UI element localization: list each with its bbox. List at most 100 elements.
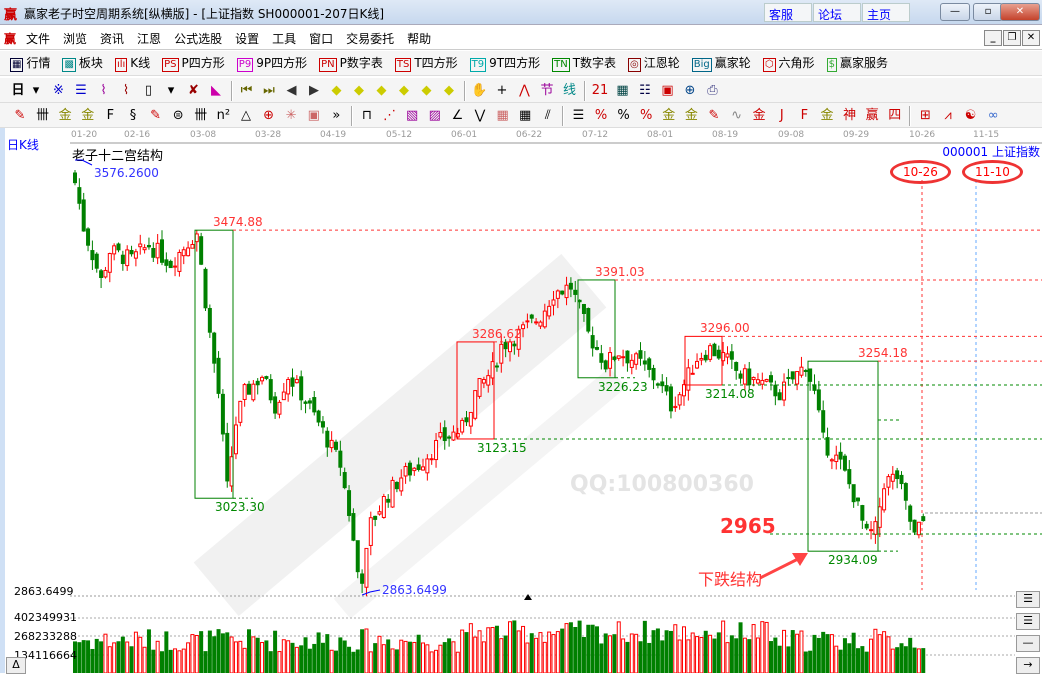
move-right-icon[interactable]: ◆: [354, 83, 364, 98]
forum-button[interactable]: 论坛: [813, 3, 861, 22]
infinity-icon[interactable]: ∞: [987, 108, 999, 123]
toolbar-button-quote-table[interactable]: ▦ 行情: [10, 54, 50, 72]
save-icon[interactable]: ▣: [661, 83, 674, 98]
menu-item-6[interactable]: 工具: [272, 32, 297, 46]
percent2-icon[interactable]: %: [640, 108, 653, 123]
line-tool-icon[interactable]: ⋀: [519, 83, 530, 98]
angle-icon[interactable]: ∠: [451, 108, 464, 123]
prev-icon[interactable]: ◀: [286, 83, 297, 98]
side-button-1[interactable]: ☰: [1016, 591, 1040, 608]
j-angle-icon[interactable]: J: [779, 108, 784, 123]
notes-icon[interactable]: ☰: [75, 83, 87, 98]
side-button-2[interactable]: ☰: [1016, 613, 1040, 630]
mdi-close-button[interactable]: ✕: [1022, 30, 1040, 46]
f-angle-icon[interactable]: F: [800, 108, 809, 123]
chart-line-icon[interactable]: ⩘: [944, 108, 952, 123]
network-icon[interactable]: ⊕: [684, 83, 696, 98]
toolbar-button-sector[interactable]: ▩ 板块: [62, 54, 103, 72]
ying-icon[interactable]: 赢: [865, 108, 879, 123]
menu-item-7[interactable]: 窗口: [309, 32, 334, 46]
candle-type-icon[interactable]: ▯: [144, 83, 153, 98]
next-icon[interactable]: ▶: [309, 83, 319, 98]
close-button[interactable]: ✕: [1000, 3, 1040, 21]
crosshair-icon[interactable]: +: [496, 83, 508, 98]
flag-icon[interactable]: ◣: [211, 83, 221, 98]
wave3-icon[interactable]: ⌇: [100, 83, 107, 98]
n2-icon[interactable]: n²: [216, 108, 231, 123]
minimize-button[interactable]: —: [940, 3, 970, 21]
percent-line-icon[interactable]: %: [594, 108, 608, 123]
dropdown-icon[interactable]: ▾: [167, 83, 175, 98]
mdi-minimize-button[interactable]: _: [984, 30, 1002, 46]
zoom-out-icon[interactable]: ◆: [444, 83, 454, 98]
pen-icon[interactable]: ✎: [14, 108, 26, 123]
yinyang-icon[interactable]: ☯: [964, 108, 977, 123]
move-left-icon[interactable]: ◆: [331, 83, 342, 98]
gold-icon[interactable]: 金: [58, 108, 72, 123]
toolbar-button-gann-wheel[interactable]: ◎ 江恩轮: [628, 54, 680, 72]
marker-icon[interactable]: ✎: [150, 108, 162, 123]
square-fan-icon[interactable]: ▨: [428, 108, 441, 123]
section-icon[interactable]: 节: [540, 83, 554, 98]
menu-item-5[interactable]: 设置: [235, 32, 260, 46]
menu-item-0[interactable]: 文件: [26, 32, 51, 46]
web-icon[interactable]: ✳: [285, 108, 297, 123]
percent-icon[interactable]: %: [617, 108, 630, 123]
zoom-in-icon[interactable]: ◆: [421, 83, 432, 98]
gold-red-icon[interactable]: 金: [752, 108, 766, 123]
sine-icon[interactable]: ∿: [731, 108, 743, 123]
gold-angle-icon[interactable]: 金: [820, 108, 834, 123]
grid-fan-icon[interactable]: ▧: [406, 108, 419, 123]
menu-item-9[interactable]: 帮助: [407, 32, 432, 46]
fan-icon[interactable]: ⋰: [383, 108, 397, 123]
mdi-restore-button[interactable]: ❐: [1003, 30, 1021, 46]
calendar-icon[interactable]: 21: [591, 83, 609, 98]
toolbar-button-t9[interactable]: T9 9T四方形: [469, 54, 540, 72]
toolbar-button-hexagon[interactable]: ⬡ 六角形: [762, 54, 815, 72]
wave9-icon[interactable]: ⌇: [122, 83, 130, 98]
wave-icon[interactable]: ⋁: [474, 108, 486, 123]
chart-area[interactable]: [0, 128, 1042, 673]
menu-item-4[interactable]: 公式选股: [174, 32, 223, 46]
menu-item-2[interactable]: 资讯: [100, 32, 125, 46]
shen-icon[interactable]: 神: [843, 108, 857, 123]
toolbar-button-pn[interactable]: PN P数字表: [319, 54, 383, 72]
menu-item-3[interactable]: 江恩: [137, 32, 162, 46]
homepage-button[interactable]: 主页: [862, 3, 910, 22]
last-icon[interactable]: ⏭: [263, 83, 275, 98]
printer-icon[interactable]: ⎙: [707, 83, 718, 98]
gold2-icon[interactable]: 金: [81, 108, 95, 123]
square-icon[interactable]: ▣: [307, 108, 320, 123]
more-icon[interactable]: »: [332, 108, 341, 123]
calculator-icon[interactable]: ▦: [616, 83, 629, 98]
toolbar-button-ts[interactable]: TS T四方形: [394, 54, 458, 72]
box-icon[interactable]: ⊓: [361, 108, 373, 123]
period-button[interactable]: 日: [11, 83, 25, 98]
side-button-4[interactable]: →: [1016, 657, 1040, 674]
hand-icon[interactable]: ✋: [471, 83, 488, 98]
cycle-icon[interactable]: ⊜: [172, 108, 184, 123]
table-icon[interactable]: ☰: [572, 108, 585, 123]
grid-icon[interactable]: ▦: [496, 108, 509, 123]
toolbar-button-ps[interactable]: PS P四方形: [162, 54, 225, 72]
segment-icon[interactable]: 线: [562, 83, 576, 98]
toolbar-button-kline[interactable]: ılı K线: [114, 54, 150, 72]
cross-grid-icon[interactable]: ⊞: [919, 108, 931, 123]
shrink-icon[interactable]: ◆: [399, 83, 409, 98]
lines-icon[interactable]: 卌: [36, 108, 50, 123]
pattern-icon[interactable]: ※: [53, 83, 64, 98]
parallel-icon[interactable]: ⫽: [544, 108, 551, 123]
toolbar-button-p9[interactable]: P9 9P四方形: [236, 54, 307, 72]
toolbar-button-dollar[interactable]: $ 赢家服务: [826, 54, 888, 72]
side-button-3[interactable]: —: [1016, 635, 1040, 652]
gold-circle-icon[interactable]: 金: [662, 108, 676, 123]
expand-icon[interactable]: ◆: [376, 83, 387, 98]
period-dropdown-icon[interactable]: ▾: [32, 83, 40, 98]
spiral-icon[interactable]: §: [129, 108, 137, 123]
menu-item-1[interactable]: 浏览: [63, 32, 88, 46]
toolbar-button-tn[interactable]: TN T数字表: [552, 54, 616, 72]
fibo-icon[interactable]: F: [106, 108, 115, 123]
menu-item-8[interactable]: 交易委托: [346, 32, 395, 46]
grid2-icon[interactable]: ▦: [519, 108, 532, 123]
bars-icon[interactable]: 卌: [194, 108, 208, 123]
